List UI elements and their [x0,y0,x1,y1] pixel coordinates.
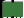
Text: A: A [0,0,24,18]
